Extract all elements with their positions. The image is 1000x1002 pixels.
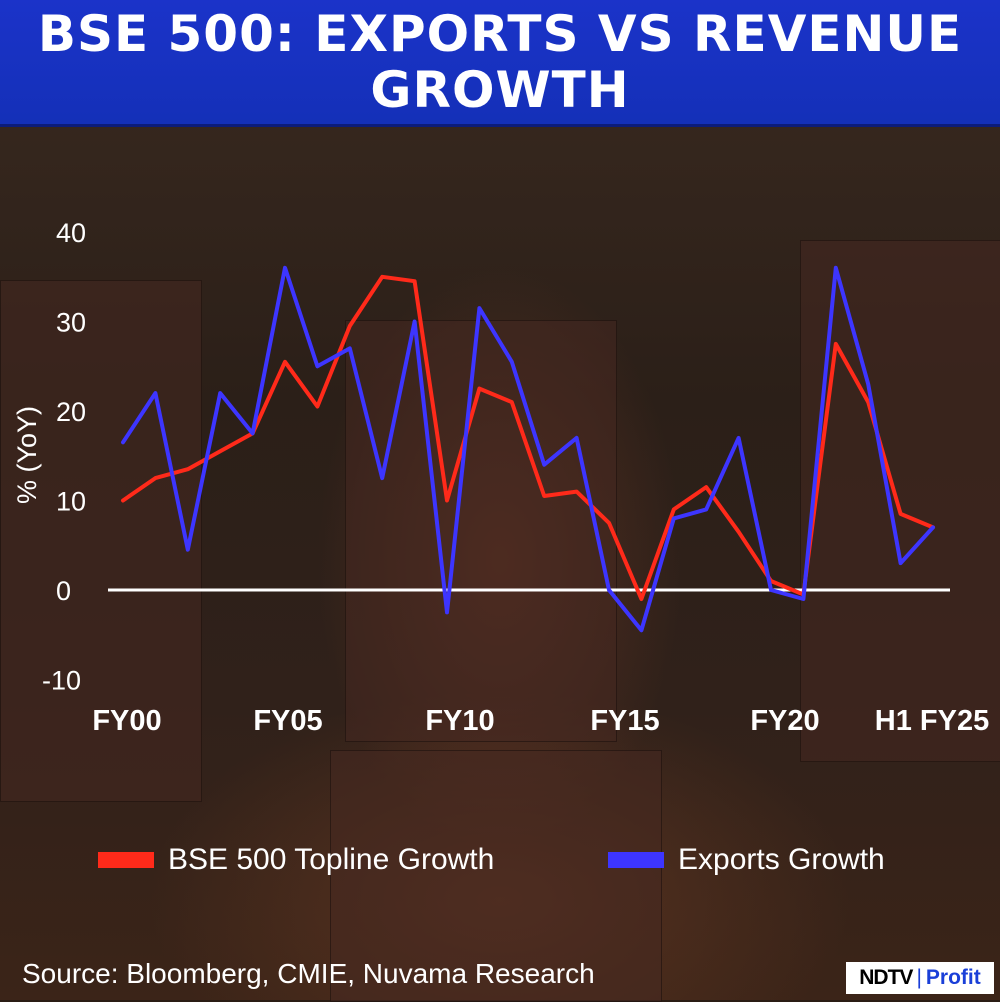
series-line-revenue	[121, 274, 935, 601]
legend-item-revenue: BSE 500 Topline Growth	[98, 840, 494, 880]
line-chart: 40 30 20 10 0 -10 % (YoY) FY00 FY05 FY10 FY15 FY20 H…	[12, 218, 989, 737]
x-tick-label: FY20	[750, 705, 819, 737]
x-tick-label: FY15	[590, 705, 659, 737]
y-tick-label: 20	[56, 397, 86, 427]
x-tick-label: FY05	[253, 705, 322, 737]
source-note: Source: Bloomberg, CMIE, Nuvama Research	[22, 958, 595, 989]
legend-swatch-exports	[608, 852, 664, 868]
x-tick-label: FY00	[92, 705, 161, 737]
legend-label-revenue: BSE 500 Topline Growth	[168, 843, 495, 876]
y-tick-label: 40	[56, 218, 86, 248]
y-tick-label: 30	[56, 308, 86, 338]
container-stack-left	[0, 280, 202, 802]
x-tick-label: H1 FY25	[875, 705, 989, 737]
x-tick-label: FY10	[425, 705, 494, 737]
logo-separator: |	[916, 966, 922, 989]
y-tick-label: -10	[42, 666, 81, 696]
series-line-exports	[121, 265, 935, 633]
legend-label-exports: Exports Growth	[678, 843, 885, 876]
logo-profit: Profit	[925, 966, 981, 989]
legend-swatch-revenue	[98, 852, 154, 868]
ndtv-profit-logo: NDTV | Profit	[846, 962, 994, 994]
logo-ndtv: NDTV	[859, 966, 913, 989]
y-tick-label: 0	[56, 576, 71, 606]
y-tick-label: 10	[56, 487, 86, 517]
title-banner: BSE 500: EXPORTS VS REVENUE GROWTH	[0, 0, 1000, 127]
legend-item-exports: Exports Growth	[608, 840, 885, 880]
y-axis-label: % (YoY)	[12, 406, 42, 504]
chart-title: BSE 500: EXPORTS VS REVENUE GROWTH	[37, 5, 963, 119]
container-stack-right	[800, 240, 1000, 762]
